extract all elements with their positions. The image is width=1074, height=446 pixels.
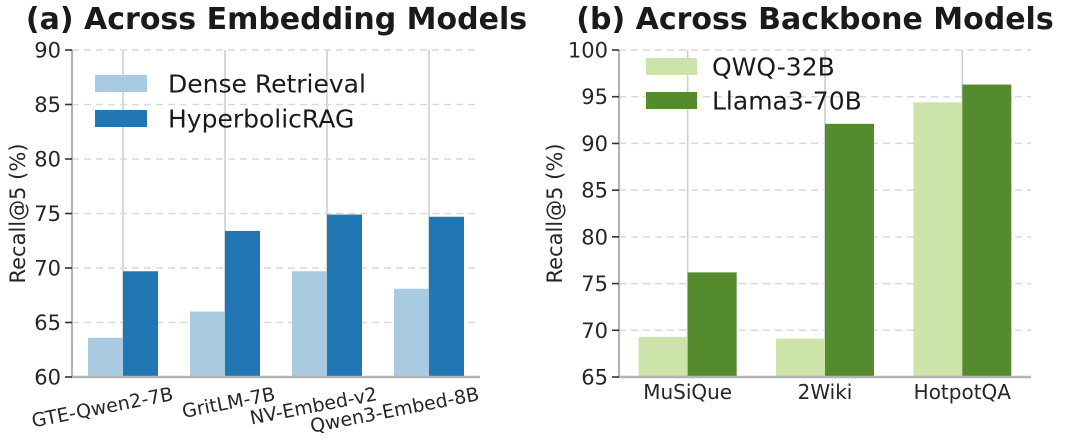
bar-HyperbolicRAG-Qwen3-Embed-8B (429, 216, 464, 377)
bar-HyperbolicRAG-GritLM-7B (225, 230, 260, 377)
y-tick-label: 85 (34, 93, 61, 117)
y-axis-label: Recall@5 (%) (6, 143, 30, 283)
y-tick-label: 65 (34, 311, 61, 335)
y-tick-label: 75 (581, 272, 608, 296)
bar-Dense Retrieval-GritLM-7B (190, 311, 225, 377)
chart-b-plot: 65 70 75 80 85 90 95 100 Recall@5 (%) MuSiQue 2Wik… (543, 39, 1031, 404)
bar-QWQ-32B-MuSiQue (638, 336, 688, 377)
x-tick-label: GTE-Qwen2-7B (30, 383, 175, 432)
legend-swatch-HyperbolicRAG (95, 110, 147, 127)
bar-HyperbolicRAG-NV-Embed-v2 (327, 214, 362, 377)
legend-swatch-Dense Retrieval (95, 75, 147, 92)
bar-QWQ-32B-HotpotQA (913, 102, 963, 377)
legend-label-Llama3-70B: Llama3-70B (712, 87, 862, 116)
bar-Dense Retrieval-GTE-Qwen2-7B (88, 337, 123, 377)
y-tick-label: 80 (581, 225, 608, 249)
bar-Llama3-70B-2Wiki (825, 123, 874, 378)
y-tick-label: 100 (568, 39, 608, 63)
bar-Dense Retrieval-NV-Embed-v2 (292, 271, 327, 377)
y-tick-label: 90 (34, 39, 61, 63)
chart-b-title: (b) Across Backbone Models (576, 2, 1054, 37)
bar-QWQ-32B-2Wiki (776, 338, 825, 377)
bar-HyperbolicRAG-GTE-Qwen2-7B (123, 271, 158, 377)
y-tick-label: 65 (581, 366, 608, 390)
y-axis-label: Recall@5 (%) (543, 143, 567, 283)
y-tick-label: 70 (581, 319, 608, 343)
chart-a-title: (a) Across Embedding Models (25, 2, 528, 37)
x-tick-label: MuSiQue (643, 380, 732, 404)
y-tick-label: 80 (34, 148, 61, 172)
y-tick-label: 90 (581, 132, 608, 156)
legend-label-QWQ-32B: QWQ-32B (712, 53, 835, 82)
y-tick-label: 85 (581, 179, 608, 203)
y-tick-label: 95 (581, 85, 608, 109)
x-tick-label: 2Wiki (798, 380, 853, 404)
y-tick-label: 60 (34, 366, 61, 390)
y-tick-label: 70 (34, 257, 61, 281)
legend-label-HyperbolicRAG: HyperbolicRAG (168, 105, 354, 134)
x-tick-label: HotpotQA (914, 380, 1012, 404)
legend-swatch-Llama3-70B (646, 92, 697, 109)
legend-swatch-QWQ-32B (646, 58, 697, 75)
bar-Llama3-70B-HotpotQA (962, 84, 1012, 377)
bar-Llama3-70B-MuSiQue (687, 272, 737, 377)
bar-Dense Retrieval-Qwen3-Embed-8B (394, 288, 429, 377)
y-tick-label: 75 (34, 202, 61, 226)
legend-label-Dense Retrieval: Dense Retrieval (168, 70, 366, 99)
